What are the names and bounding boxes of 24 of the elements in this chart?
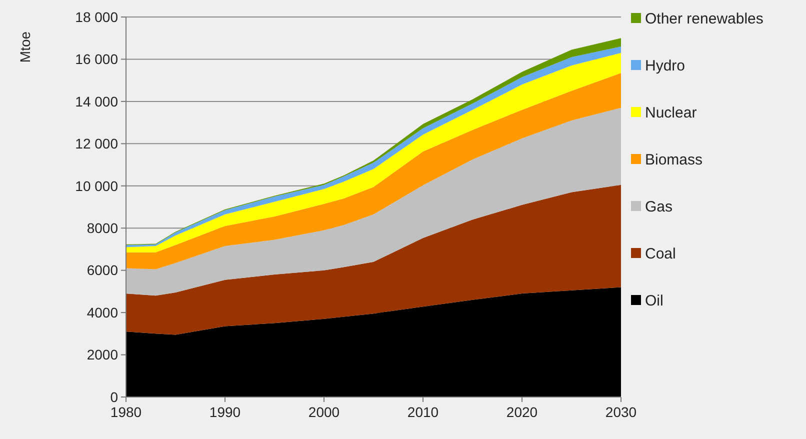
y-tick-label: 2000 (86, 346, 118, 363)
x-tick-label: 1990 (209, 404, 241, 420)
y-tick-label: 14 000 (75, 93, 118, 110)
legend-label: Coal (645, 245, 676, 262)
y-tick-label: 16 000 (75, 51, 118, 68)
legend-label: Other renewables (645, 10, 764, 28)
legend-label: Oil (645, 292, 664, 310)
y-tick-label: 18 000 (75, 8, 118, 25)
y-axis-title: Mtoe (17, 31, 33, 63)
x-tick-label: 2020 (506, 404, 538, 420)
y-tick-label: 8000 (86, 220, 118, 236)
legend-label: Nuclear (645, 104, 697, 122)
legend-label: Biomass (645, 151, 703, 168)
legend-label: Gas (645, 198, 673, 216)
y-tick-label: 6000 (86, 262, 118, 278)
y-tick-label: 10 000 (75, 178, 118, 194)
x-tick-label: 2030 (605, 404, 637, 420)
y-tick-label: 0 (110, 388, 118, 405)
legend-label: Hydro (645, 57, 686, 74)
x-tick-label: 2000 (308, 404, 340, 420)
x-tick-label: 1980 (110, 404, 142, 420)
y-tick-label: 4000 (86, 304, 118, 320)
x-tick-label: 2010 (407, 404, 439, 420)
y-tick-label: 12 000 (75, 136, 118, 152)
